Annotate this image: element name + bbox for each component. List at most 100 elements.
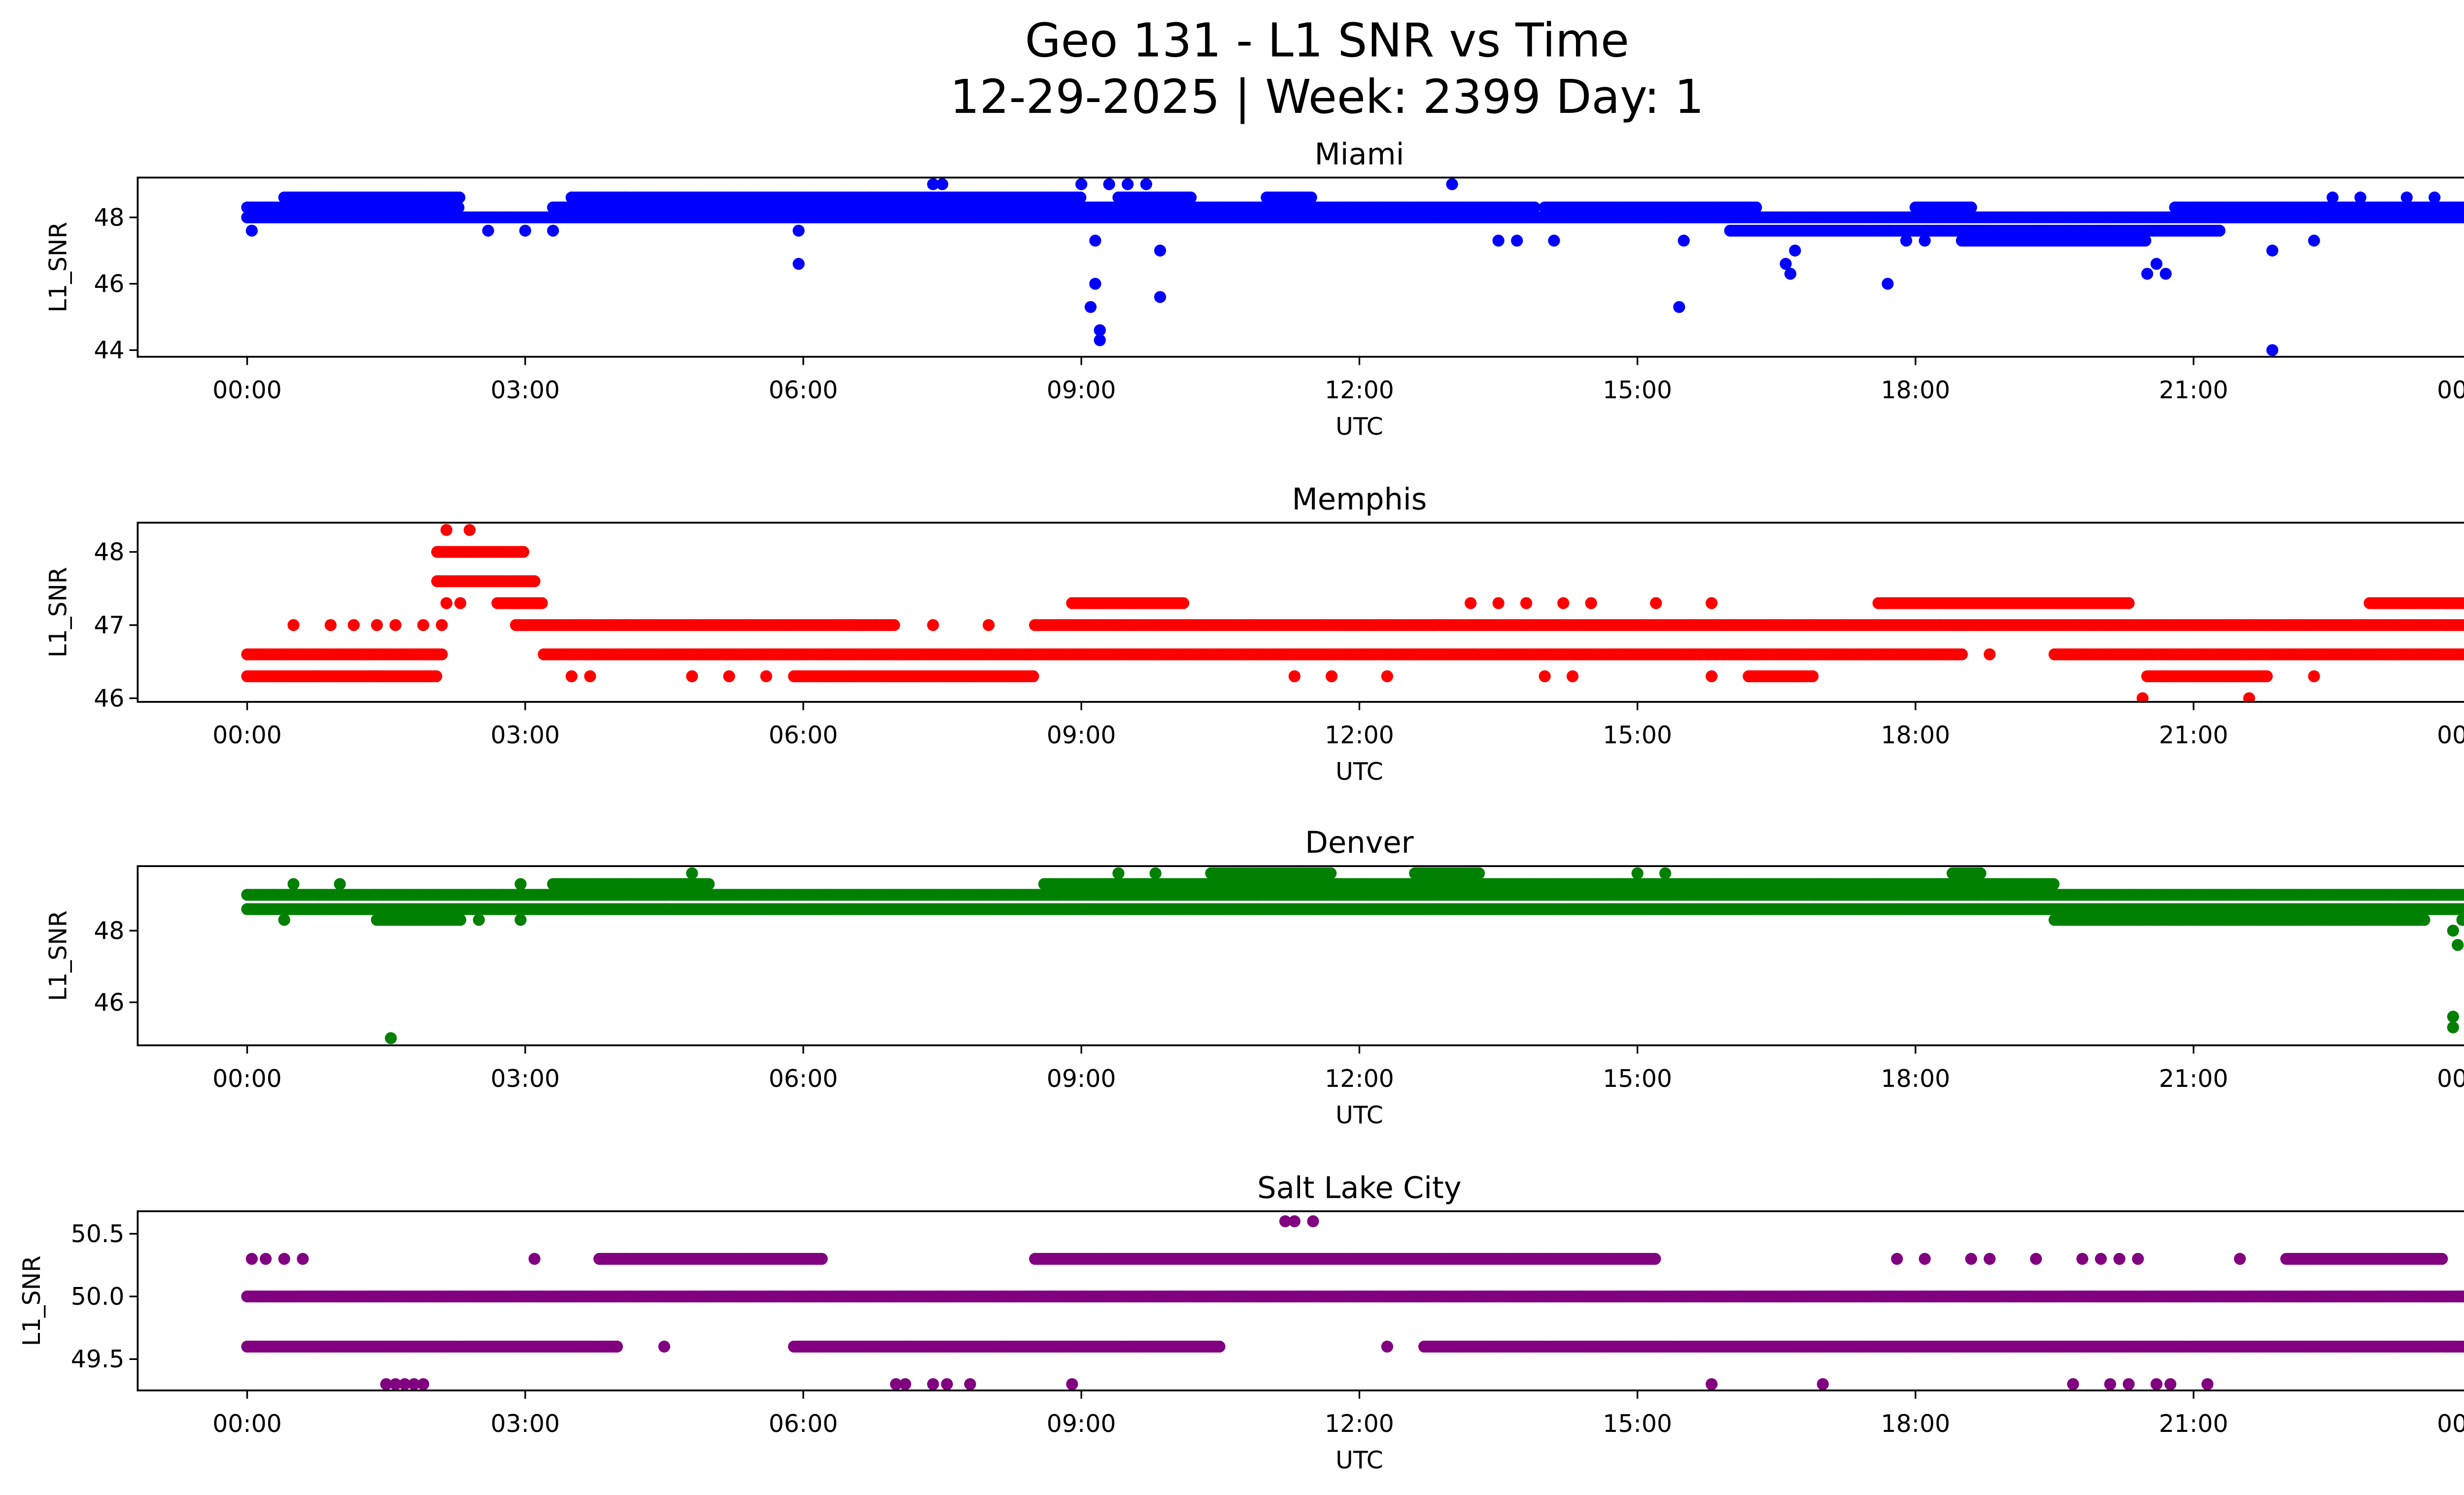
data-point (440, 597, 453, 609)
y-tick-label: 47 (94, 611, 124, 639)
data-point (440, 524, 453, 536)
data-point (2400, 191, 2413, 204)
data-point (453, 191, 466, 204)
x-tick-label: 00:00 (2437, 376, 2464, 404)
data-point (1784, 268, 1797, 280)
data-point (519, 224, 531, 237)
y-axis-label: L1_SNR (44, 567, 72, 658)
data-point (1557, 597, 1570, 609)
data-point (686, 670, 698, 683)
data-point (2136, 692, 2149, 702)
data-points (241, 524, 2464, 702)
x-tick-label: 06:00 (769, 721, 838, 749)
data-point (2308, 670, 2320, 683)
data-point (245, 224, 258, 237)
data-point (1094, 324, 1106, 337)
x-tick-label: 03:00 (490, 721, 560, 749)
data-point (2429, 191, 2441, 204)
x-tick-label: 18:00 (1881, 376, 1951, 404)
data-point (1305, 191, 1317, 204)
data-point (1566, 670, 1579, 683)
data-point (1650, 597, 1662, 609)
data-point (452, 201, 465, 213)
data-point (1185, 191, 1197, 204)
data-point (1548, 235, 1560, 247)
data-point (2243, 692, 2256, 702)
data-point (436, 648, 448, 661)
y-axis-label: L1_SNR (44, 222, 72, 313)
data-point (2266, 344, 2279, 356)
data-point (1918, 235, 1931, 247)
data-point (2463, 651, 2464, 658)
data-point (2460, 211, 2464, 223)
data-point (1673, 301, 1685, 313)
data-point (389, 619, 402, 631)
data-point (1325, 670, 1338, 683)
data-point (1103, 178, 1115, 190)
chart-subtitle: 12-29-2025 | Week: 2399 Day: 1 (950, 70, 1704, 124)
data-point (1288, 670, 1300, 683)
data-point (287, 619, 300, 631)
data-point (2460, 649, 2464, 660)
data-point (1984, 648, 1996, 661)
data-point (792, 224, 805, 237)
data-point (1750, 201, 1762, 213)
axes-frame (137, 522, 2464, 703)
data-point (482, 224, 494, 237)
data-point (1780, 258, 1792, 270)
x-tick-label: 18:00 (1881, 721, 1951, 749)
data-point (1965, 201, 1977, 213)
data-point (347, 619, 360, 631)
data-point (547, 224, 559, 237)
data-point (536, 597, 548, 609)
x-axis-label: UTC (1335, 413, 1383, 441)
data-point (517, 546, 530, 558)
x-tick-label: 00:00 (2437, 721, 2464, 749)
data-point (2122, 597, 2135, 609)
data-point (983, 619, 995, 631)
x-tick-label: 09:00 (1047, 376, 1116, 404)
data-point (1154, 291, 1166, 303)
y-tick-label: 46 (94, 684, 124, 712)
data-point (2463, 905, 2464, 913)
data-point (454, 597, 467, 609)
data-point (792, 258, 805, 270)
data-point (2213, 224, 2225, 237)
x-tick-label: 09:00 (1047, 721, 1116, 749)
data-point (1520, 597, 1533, 609)
data-point (2461, 202, 2464, 213)
data-points (241, 178, 2464, 356)
data-point (1511, 235, 1523, 247)
x-tick-label: 06:00 (769, 376, 838, 404)
x-tick-label: 12:00 (1325, 376, 1394, 404)
chart-title: Geo 131 - L1 SNR vs Time (1025, 14, 1629, 68)
data-point (1492, 597, 1505, 609)
data-point (1900, 235, 1913, 247)
data-point (1677, 235, 1690, 247)
data-point (1027, 670, 1039, 683)
y-tick-label: 44 (94, 336, 124, 364)
data-point (1789, 244, 1801, 257)
x-tick-label: 12:00 (1325, 721, 1394, 749)
data-point (2266, 244, 2279, 257)
data-point (1381, 670, 1394, 683)
x-tick-label: 21:00 (2159, 721, 2228, 749)
data-point (1492, 235, 1505, 247)
data-point (1089, 278, 1101, 290)
data-point (1122, 178, 1134, 190)
data-point (888, 619, 900, 631)
data-point (1074, 191, 1087, 204)
data-point (436, 619, 448, 631)
data-point (760, 670, 772, 683)
data-point (723, 670, 735, 683)
data-point (417, 619, 430, 631)
data-point (2327, 191, 2339, 204)
data-point (1154, 244, 1166, 257)
data-point (936, 178, 949, 190)
data-point (1446, 178, 1458, 190)
